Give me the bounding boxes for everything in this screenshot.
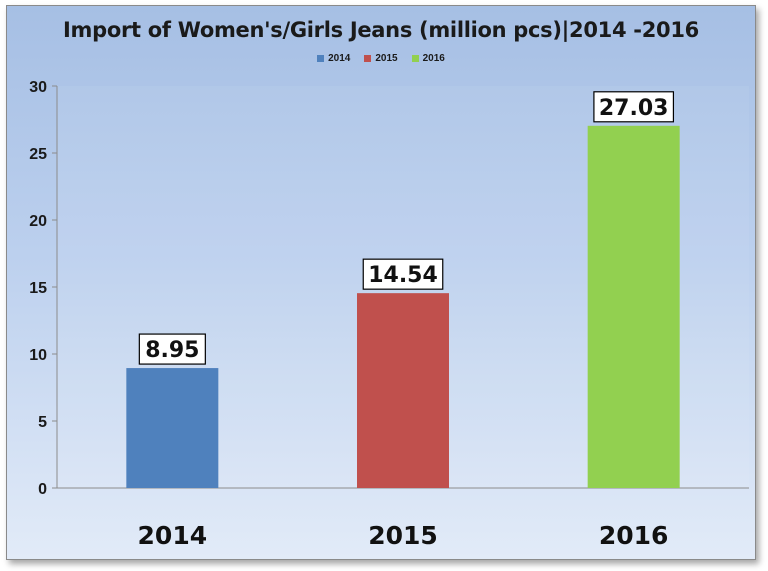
legend-swatch-2015	[364, 55, 372, 62]
y-tick-label-25: 25	[29, 146, 47, 163]
legend-item-2015: 2015	[364, 53, 398, 64]
legend-swatch-2014	[317, 55, 325, 62]
y-tick-label-15: 15	[29, 280, 47, 297]
bar-2014	[126, 368, 219, 488]
x-category-label-2015: 2015	[368, 521, 438, 550]
bar-chart: 0 5 10 15 20 25 30 8.95 2014 14.54 2015 27.03 2016	[29, 79, 749, 550]
bar-2016	[587, 125, 680, 488]
y-tick-label-10: 10	[29, 347, 47, 364]
data-label-2014: 8.95	[145, 338, 199, 363]
chart-frame: Import of Women's/Girls Jeans (million p…	[6, 5, 756, 560]
bar-2015	[357, 293, 449, 488]
data-label-2015: 14.54	[368, 263, 438, 288]
x-category-label-2014: 2014	[138, 521, 208, 550]
y-tick-label-30: 30	[29, 79, 47, 96]
data-label-2016: 27.03	[599, 96, 669, 121]
legend-label-2014: 2014	[328, 53, 351, 64]
chart-title: Import of Women's/Girls Jeans (million p…	[63, 18, 699, 42]
legend-item-2016: 2016	[411, 53, 445, 64]
legend-label-2016: 2016	[422, 53, 445, 64]
legend: 2014 2015 2016	[7, 53, 755, 64]
data-label-box-2015	[362, 258, 444, 290]
data-label-box-2014	[138, 333, 206, 365]
y-tick-label-0: 0	[38, 481, 47, 498]
y-tick-label-20: 20	[29, 213, 47, 230]
legend-swatch-2016	[411, 55, 419, 62]
data-label-box-2016	[593, 91, 675, 123]
x-category-label-2016: 2016	[599, 521, 669, 550]
legend-label-2015: 2015	[375, 53, 398, 64]
y-tick-label-5: 5	[38, 414, 47, 431]
legend-item-2014: 2014	[317, 53, 350, 64]
